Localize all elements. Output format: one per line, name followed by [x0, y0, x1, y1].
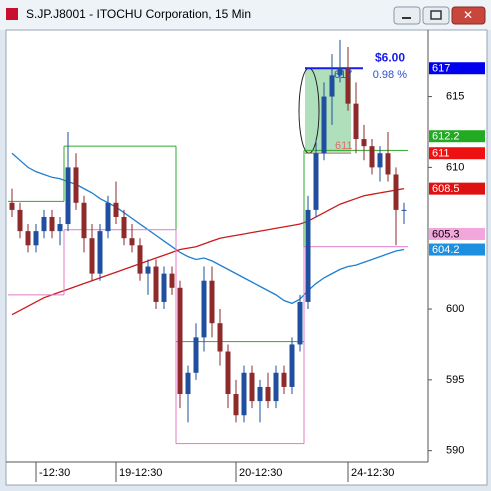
app-icon [6, 8, 18, 20]
candle-body [273, 372, 279, 402]
candle-body [169, 273, 175, 288]
measure-box [305, 68, 351, 154]
close-glyph: ✕ [463, 8, 473, 22]
close-button[interactable] [451, 6, 486, 25]
measure-percent: 0.98 % [373, 69, 407, 81]
price-label-bg [429, 147, 485, 160]
candle-body [393, 174, 399, 210]
candle-body [73, 167, 79, 203]
maximize-glyph [430, 10, 442, 20]
y-tick-label: 595 [446, 374, 464, 386]
candle-body [177, 287, 183, 395]
price-label: 605.3 [432, 228, 460, 240]
candle-body [289, 344, 295, 387]
candle-body [281, 372, 287, 387]
candle-body [249, 372, 255, 402]
price-label-bg [429, 243, 485, 256]
candle-body [353, 103, 359, 140]
window-buttons[interactable]: ✕ [393, 6, 486, 25]
candle-body [153, 266, 159, 302]
candle-body [89, 238, 95, 274]
candle-body [97, 231, 103, 274]
candle-body [81, 202, 87, 239]
candle-body [225, 351, 231, 395]
candle-body [217, 323, 223, 352]
candle-body [137, 245, 143, 274]
candle-body [185, 372, 191, 395]
candle-body [241, 372, 247, 416]
candle-body [113, 202, 119, 217]
candle-body [201, 280, 207, 338]
y-tick-label: 600 [446, 303, 464, 315]
chart-panel [5, 29, 488, 486]
candle-body [41, 216, 47, 232]
candle-body [105, 202, 111, 232]
x-tick-label: 24-12:30 [351, 467, 394, 479]
maximize-button[interactable] [422, 6, 450, 25]
candle-body [233, 394, 239, 416]
x-tick-label: -12:30 [39, 467, 70, 479]
candle-body [265, 386, 271, 402]
price-label: 604.2 [432, 244, 460, 256]
y-tick-label: 590 [446, 445, 464, 457]
y-tick-label: 610 [446, 161, 464, 173]
candle-body [25, 231, 31, 246]
price-label-bg [429, 62, 485, 75]
price-label: 617 [432, 63, 450, 75]
measure-low-label: 611 [335, 140, 353, 152]
candle-body [65, 167, 71, 225]
candle-body [209, 280, 215, 324]
candle-body [121, 216, 127, 239]
candle-body [305, 209, 311, 302]
candle-body [257, 386, 263, 402]
y-tick-label: 615 [446, 90, 464, 102]
measure-high-label: 617 [334, 69, 352, 81]
x-tick-label: 20-12:30 [239, 467, 282, 479]
candle-body [129, 238, 135, 246]
moving-average [11, 187, 405, 316]
candle-body [33, 231, 39, 246]
candle-body [337, 68, 343, 76]
candle-body [401, 209, 407, 211]
candle-body [313, 153, 319, 210]
candle-body [385, 153, 391, 175]
price-label: 608.5 [432, 183, 460, 195]
candle-body [321, 96, 327, 154]
candle-body [377, 153, 383, 168]
candle-body [193, 337, 199, 373]
price-label-bg [429, 182, 485, 195]
candle-body [161, 273, 167, 302]
window-title: S.JP.J8001 - ITOCHU Corporation, 15 Min [26, 7, 251, 21]
candle-body [17, 209, 23, 232]
price-label: 612.2 [432, 131, 460, 143]
candle-body [145, 266, 151, 274]
candle-body [297, 301, 303, 345]
measure-change: $6.00 [375, 50, 405, 64]
price-label-bg [429, 227, 485, 240]
candle-body [9, 202, 15, 210]
x-tick-label: 19-12:30 [119, 467, 162, 479]
price-label: 611 [432, 148, 450, 160]
minimize-button[interactable] [393, 6, 421, 25]
candle-body [49, 216, 55, 232]
candle-body [369, 146, 375, 168]
candle-body [329, 75, 335, 97]
candle-body [57, 224, 63, 232]
candle-body [361, 139, 367, 147]
candle-body [345, 68, 351, 104]
price-label-bg [429, 130, 485, 143]
